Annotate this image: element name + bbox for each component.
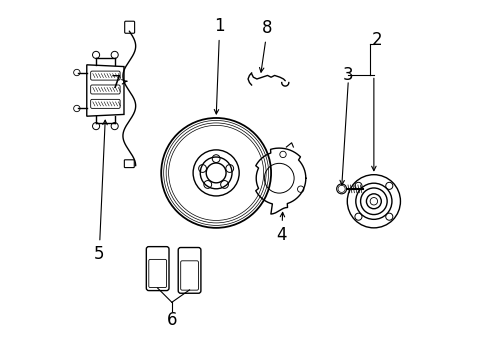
Text: 8: 8 bbox=[259, 19, 272, 72]
Text: 5: 5 bbox=[94, 120, 107, 264]
Text: 7: 7 bbox=[111, 73, 127, 91]
Text: 1: 1 bbox=[214, 17, 224, 114]
Text: 6: 6 bbox=[166, 311, 177, 329]
Text: 2: 2 bbox=[371, 31, 382, 49]
Text: 4: 4 bbox=[276, 212, 286, 244]
Text: 3: 3 bbox=[343, 67, 353, 85]
